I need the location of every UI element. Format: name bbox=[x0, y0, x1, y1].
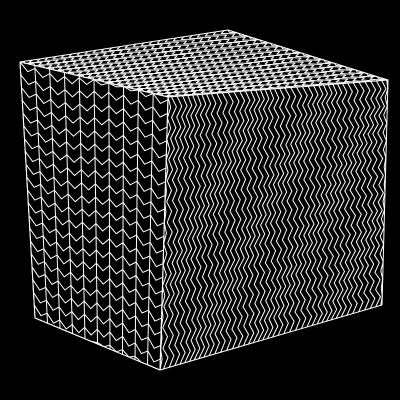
right-face-zigzag-line bbox=[219, 91, 235, 353]
top-face-zigzag-line bbox=[156, 40, 317, 87]
right-face-zigzag-line bbox=[193, 93, 207, 361]
right-face-zigzag-line bbox=[299, 85, 314, 330]
top-face-zigzag-line bbox=[204, 32, 368, 83]
right-face-zigzag-line bbox=[267, 88, 281, 339]
top-face-zigzag-line bbox=[124, 44, 283, 89]
right-face-zigzag-line bbox=[294, 86, 308, 331]
top-face-zigzag-line bbox=[28, 59, 182, 97]
right-face-zigzag-line bbox=[283, 87, 297, 335]
top-face-zigzag-line bbox=[100, 48, 258, 91]
top-face-zigzag-line bbox=[84, 51, 241, 92]
cube-edges bbox=[19, 29, 389, 371]
right-face-zigzag-line bbox=[173, 95, 188, 367]
cube-right-face bbox=[159, 79, 389, 371]
right-face-zigzag-line bbox=[236, 90, 251, 348]
right-face-zigzag-line bbox=[330, 83, 344, 321]
right-face-zigzag-line bbox=[368, 80, 382, 309]
right-face-zigzag-line bbox=[184, 94, 197, 364]
top-face-zigzag-line bbox=[36, 58, 190, 96]
top-face-zigzag-line bbox=[52, 56, 207, 95]
top-face-zigzag-line bbox=[108, 47, 266, 90]
top-face-zigzag-line bbox=[212, 31, 376, 82]
right-face-zigzag-line bbox=[208, 92, 223, 357]
right-face-zigzag-line bbox=[203, 93, 218, 358]
top-face-zigzag-line bbox=[68, 53, 224, 94]
left-face-column-line bbox=[93, 79, 98, 345]
right-face-zigzag-line bbox=[305, 85, 319, 328]
top-face-zigzag-line bbox=[76, 52, 232, 93]
top-face-zigzag-line bbox=[227, 29, 389, 81]
left-face-column-line bbox=[34, 65, 48, 324]
right-face-zigzag-line bbox=[247, 89, 261, 345]
top-face-zigzag-line bbox=[220, 30, 385, 81]
cube-outline bbox=[19, 29, 389, 371]
right-face-zigzag-line bbox=[362, 80, 377, 311]
right-face-zigzag-line bbox=[162, 96, 177, 370]
left-face-column-line bbox=[134, 89, 139, 361]
right-face-zigzag-line bbox=[225, 91, 240, 351]
right-face-zigzag-line bbox=[321, 84, 333, 324]
right-face-zigzag-line bbox=[262, 88, 275, 341]
left-face-column-line bbox=[63, 72, 73, 335]
right-face-zigzag-line bbox=[351, 81, 366, 315]
right-face-zigzag-line bbox=[335, 83, 349, 319]
right-face-zigzag-line bbox=[288, 86, 303, 333]
right-face-zigzag-line bbox=[242, 90, 256, 347]
top-face-zigzag-line bbox=[140, 42, 300, 88]
right-face-zigzag-line bbox=[198, 93, 212, 360]
left-face-column-line bbox=[122, 86, 125, 355]
top-face-zigzag-line bbox=[148, 41, 309, 87]
right-face-zigzag-line bbox=[340, 82, 355, 318]
right-face-zigzag-line bbox=[316, 84, 328, 325]
left-face-column-line bbox=[49, 68, 61, 329]
right-face-zigzag-line bbox=[214, 92, 229, 355]
right-face-zigzag-line bbox=[346, 82, 360, 316]
top-face-zigzag-line bbox=[164, 38, 325, 86]
right-face-zigzag-line bbox=[167, 95, 183, 368]
left-face-column-line bbox=[78, 75, 86, 340]
right-face-zigzag-line bbox=[325, 83, 338, 322]
top-face-zigzag-line bbox=[44, 57, 199, 96]
cube-wireframe-icon bbox=[19, 29, 389, 371]
top-face-zigzag-line bbox=[172, 37, 334, 85]
right-face-zigzag-line bbox=[231, 90, 246, 350]
right-face-zigzag-line bbox=[310, 84, 324, 326]
right-face-zigzag-line bbox=[179, 95, 193, 365]
left-face-column-line bbox=[147, 93, 154, 366]
right-face-zigzag-line bbox=[257, 89, 270, 342]
top-face-zigzag-line bbox=[188, 35, 351, 84]
right-face-zigzag-line bbox=[189, 94, 202, 362]
top-face-zigzag-line bbox=[196, 33, 359, 83]
top-face-zigzag-line bbox=[92, 49, 249, 92]
top-face-zigzag-line bbox=[116, 46, 275, 90]
left-face-column-line bbox=[108, 82, 111, 350]
right-face-zigzag-line bbox=[374, 80, 387, 308]
right-face-zigzag-line bbox=[252, 89, 265, 344]
right-face-zigzag-line bbox=[357, 81, 371, 313]
cube-front-vertical-edge bbox=[159, 96, 169, 371]
top-face-zigzag-line bbox=[60, 54, 215, 94]
top-face-zigzag-line bbox=[132, 43, 292, 88]
top-face-zigzag-line bbox=[180, 36, 342, 85]
right-face-zigzag-line bbox=[272, 87, 286, 338]
right-face-zigzag-line bbox=[277, 87, 292, 336]
